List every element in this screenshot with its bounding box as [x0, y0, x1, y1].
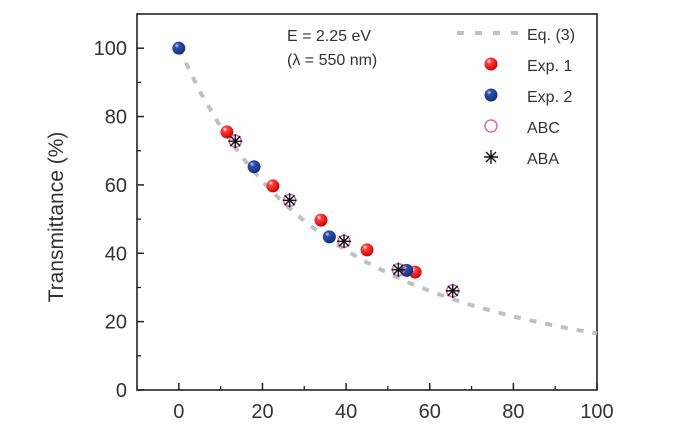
y-tick-label: 0: [116, 380, 127, 402]
annotation-energy: E = 2.25 eV: [287, 28, 371, 45]
legend-label-eq-3: Eq. (3): [527, 27, 575, 44]
x-tick-label: 40: [335, 401, 357, 423]
x-tick-label: 20: [251, 401, 273, 423]
point-exp-1: [220, 125, 234, 139]
legend-label-aba: ABA: [527, 151, 559, 168]
legend-swatch-abc: [484, 119, 498, 133]
x-tick-label: 100: [580, 401, 613, 423]
plot-frame: [136, 13, 598, 391]
point-exp-2: [172, 41, 186, 55]
y-tick-label: 40: [105, 243, 127, 265]
legend-label-exp-1: Exp. 1: [527, 58, 572, 75]
y-axis-label: Transmittance (%): [45, 132, 68, 303]
legend: Eq. (3) Exp. 1 Exp. 2 ABC ABA: [457, 27, 575, 168]
point-exp-1: [266, 179, 280, 193]
x-tick-label: 60: [419, 401, 441, 423]
point-aba: [228, 134, 243, 149]
y-tick-label: 60: [105, 175, 127, 197]
legend-swatch-exp-1: [484, 57, 498, 71]
legend-label-exp-2: Exp. 2: [527, 89, 572, 106]
point-aba: [337, 234, 351, 249]
y-tick-label: 100: [94, 38, 127, 60]
point-exp-2: [322, 230, 336, 244]
point-aba: [282, 193, 297, 208]
x-tick-label: 80: [502, 401, 524, 423]
legend-swatch-exp-2: [484, 88, 498, 102]
point-exp-1: [360, 243, 374, 257]
point-aba: [445, 283, 460, 298]
point-exp-2: [247, 160, 261, 174]
x-tick-label: 0: [173, 401, 184, 423]
legend-label-abc: ABC: [527, 120, 560, 137]
point-exp-1: [314, 213, 328, 227]
y-tick-label: 20: [105, 312, 127, 334]
y-tick-label: 80: [105, 107, 127, 129]
point-aba: [391, 262, 406, 277]
annotation-wavelength: (λ = 550 nm): [287, 52, 377, 69]
legend-swatch-aba: [484, 150, 498, 164]
